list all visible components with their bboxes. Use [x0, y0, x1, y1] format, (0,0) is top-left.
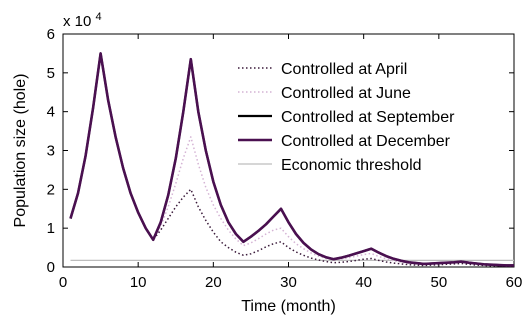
x-axis-label: Time (month): [241, 298, 336, 315]
x-tick-label: 40: [355, 274, 372, 291]
y-axis-multiplier: x 10 4: [63, 11, 102, 30]
legend-label: Controlled at June: [281, 85, 411, 102]
axis-ticks: 0 10 20 30 40 50 60 0 1 2 3 4 5 6: [47, 26, 523, 291]
series-line-controlled-at-december: [69, 52, 514, 267]
y-axis-label: Population size (hole): [12, 74, 29, 228]
legend-label: Economic threshold: [281, 157, 422, 174]
y-tick-label: 0: [47, 259, 55, 276]
x-tick-label: 50: [430, 274, 447, 291]
x-tick-label: 30: [280, 274, 297, 291]
legend-label: Controlled at December: [281, 133, 451, 150]
x-tick-label: 0: [59, 274, 67, 291]
y-tick-label: 2: [47, 181, 55, 198]
y-tick-label: 6: [47, 26, 55, 43]
y-multiplier-base: x 10: [63, 13, 91, 30]
y-multiplier-exponent: 4: [96, 11, 102, 23]
legend: Controlled at April Controlled at June Con…: [238, 61, 455, 174]
y-tick-label: 4: [47, 104, 55, 121]
y-tick-label: 3: [47, 143, 55, 160]
x-tick-label: 60: [506, 274, 523, 291]
legend-label: Controlled at April: [281, 61, 407, 78]
legend-label: Controlled at September: [281, 109, 455, 126]
x-tick-label: 10: [130, 274, 147, 291]
y-tick-label: 1: [47, 220, 55, 237]
x-tick-label: 20: [205, 274, 222, 291]
y-tick-label: 5: [47, 65, 55, 82]
series-layer: [69, 52, 515, 267]
